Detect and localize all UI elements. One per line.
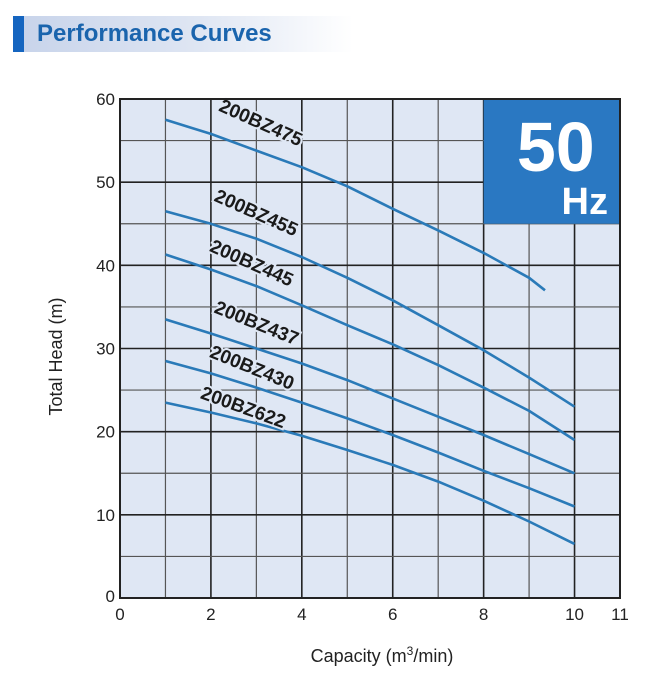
header-accent-bar: [13, 16, 24, 52]
curve-200bz622: [165, 401, 576, 546]
curve-200bz445: [165, 253, 576, 442]
y-tick-label: 20: [96, 423, 115, 442]
y-tick-label: 50: [96, 173, 115, 192]
x-axis-label: Capacity (m3/min): [311, 644, 454, 666]
curve-200bz437: [165, 318, 576, 475]
section-header: Performance Curves: [13, 16, 353, 52]
frequency-badge: 50 Hz: [483, 99, 620, 224]
curves: [165, 118, 576, 546]
curve-200bz430: [165, 359, 575, 508]
x-tick-label: 0: [115, 605, 124, 624]
y-tick-label: 60: [96, 90, 115, 109]
y-axis-label: Total Head (m): [46, 297, 66, 415]
badge-value: 50: [517, 108, 595, 186]
curve-200bz475: [165, 118, 546, 292]
x-tick-label: 6: [388, 605, 397, 624]
y-tick-label: 0: [106, 587, 115, 606]
x-tick-label: 11: [611, 605, 629, 624]
badge-unit: Hz: [562, 181, 608, 223]
y-tick-label: 40: [96, 256, 115, 275]
page-title: Performance Curves: [37, 20, 272, 47]
x-tick-label: 4: [297, 605, 306, 624]
curve-200bz455: [165, 210, 576, 408]
plot-border: [119, 98, 621, 599]
x-tick-label: 8: [479, 605, 488, 624]
y-tick-label: 10: [96, 506, 115, 525]
badge-background: [483, 99, 620, 224]
x-tick-label: 2: [206, 605, 215, 624]
x-tick-label: 10: [565, 605, 584, 624]
x-tick-labels: 0 2 4 6 8 10 11: [115, 605, 629, 624]
y-tick-labels: 0 10 20 30 40 50 60: [96, 90, 115, 606]
y-tick-label: 30: [96, 340, 115, 359]
